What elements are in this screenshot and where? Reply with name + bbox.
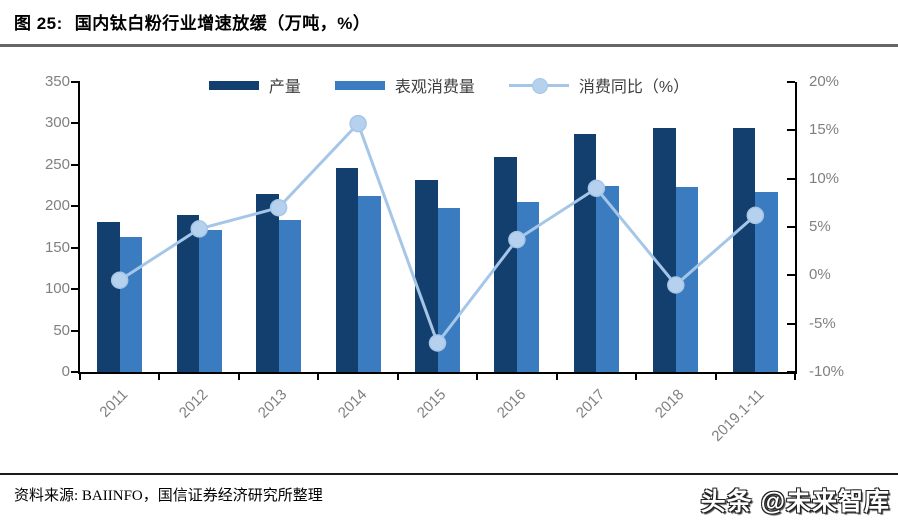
yoy-marker-icon [531, 78, 548, 94]
x-axis-label: 2016 [493, 386, 529, 422]
right-axis-label: 10% [809, 169, 840, 187]
right-axis-label: 0% [809, 266, 831, 284]
source-note: 资料来源: BAIINFO，国信证券经济研究所整理 [14, 488, 323, 504]
production-bar [97, 222, 120, 372]
title-divider [0, 44, 898, 47]
left-axis-label: 0 [61, 363, 70, 380]
x-axis-tick [555, 372, 558, 380]
footer-divider [0, 473, 898, 475]
x-axis-label: 2011 [96, 386, 132, 421]
right-axis-tick [787, 322, 795, 325]
left-axis-tick [71, 205, 80, 208]
right-axis-label: 15% [809, 121, 840, 139]
legend-label: 产量 [268, 79, 301, 96]
yoy-data-point [269, 198, 288, 217]
production-bar [653, 127, 676, 372]
yoy-data-point [110, 271, 129, 289]
yoy-data-point [508, 230, 526, 249]
consumption-bar [199, 230, 222, 372]
yoy-line-swatch [508, 78, 569, 94]
legend-item-production: 产量 [208, 73, 301, 97]
production-bar [335, 168, 359, 372]
x-axis-label: 2018 [652, 386, 688, 422]
production-bar [256, 193, 279, 372]
left-axis-label: 150 [44, 238, 70, 256]
legend-label: 消费同比（%） [578, 79, 690, 96]
consumption-bar [358, 196, 381, 372]
x-axis-tick [476, 372, 479, 380]
left-axis-tick [71, 371, 80, 373]
watermark: 头条 @未来智库 [700, 488, 890, 516]
consumption-bar [675, 187, 699, 372]
x-axis-label: 2013 [255, 386, 291, 422]
left-axis-label: 250 [44, 155, 70, 173]
x-axis-label: 2015 [413, 386, 450, 422]
consumption-swatch [334, 80, 385, 90]
left-axis-tick [71, 122, 80, 125]
x-axis-tick [714, 372, 717, 380]
x-axis-tick [237, 372, 240, 380]
left-axis-label: 350 [44, 73, 70, 90]
chart-legend: 产量 表观消费量 消费同比（%） [0, 73, 898, 97]
right-axis-tick [787, 371, 795, 373]
x-axis-tick [317, 372, 320, 380]
right-axis-label: -10% [809, 363, 845, 380]
yoy-line-series [110, 114, 765, 352]
production-bar [732, 128, 756, 372]
yoy-data-point [587, 179, 606, 198]
yoy-data-point [349, 114, 367, 133]
left-axis-tick [71, 163, 80, 166]
x-axis-tick [158, 372, 161, 380]
consumption-bar [437, 207, 460, 372]
left-axis-label: 100 [44, 280, 70, 298]
figure-number: 图 25: [14, 14, 63, 33]
x-axis-tick [79, 372, 81, 380]
consumption-bar [596, 185, 619, 372]
x-axis-label: 2017 [572, 386, 609, 422]
x-axis-tick [794, 372, 796, 380]
x-axis-tick [635, 372, 638, 380]
right-axis-tick [787, 129, 795, 132]
figure-title-text: 国内钛白粉行业增速放缓（万吨，%） [74, 14, 371, 33]
right-axis-tick [787, 274, 795, 277]
right-axis-label: -5% [809, 314, 836, 332]
left-axis-tick [71, 81, 80, 83]
production-bar [494, 157, 517, 372]
consumption-bar [278, 219, 302, 372]
right-axis-tick [787, 81, 795, 83]
x-axis-tick [396, 372, 399, 380]
production-bar [176, 215, 200, 372]
right-axis-label: 5% [809, 218, 831, 235]
x-axis-label: 2019.1-11 [708, 386, 768, 446]
consumption-bar [755, 192, 778, 372]
plot-area: 350 300 250 200 150 100 50 0 20% 15% 10% 5% 0% -5% -10… [45, 73, 844, 445]
production-swatch [208, 80, 259, 90]
legend-item-yoy: 消费同比（%） [508, 73, 690, 97]
legend-label: 表观消费量 [394, 79, 475, 96]
right-axis-tick [787, 177, 795, 180]
right-axis-tick [787, 226, 795, 228]
legend-item-consumption: 表观消费量 [334, 73, 475, 97]
left-axis-label: 200 [44, 197, 70, 215]
yoy-data-point [667, 276, 685, 294]
x-axis-label: 2012 [175, 386, 212, 422]
yoy-data-point [428, 334, 447, 352]
left-axis-tick [71, 329, 80, 332]
x-axis-label: 2014 [334, 386, 371, 422]
yoy-data-point [190, 220, 208, 238]
left-axis-label: 300 [44, 114, 70, 132]
right-axis-label: 20% [809, 73, 840, 90]
yoy-data-point [746, 206, 765, 225]
left-axis-label: 50 [53, 321, 70, 339]
left-axis-tick [71, 288, 80, 291]
left-axis-tick [71, 246, 80, 249]
figure-title: 图 25: 国内钛白粉行业增速放缓（万吨，%） [14, 9, 370, 34]
